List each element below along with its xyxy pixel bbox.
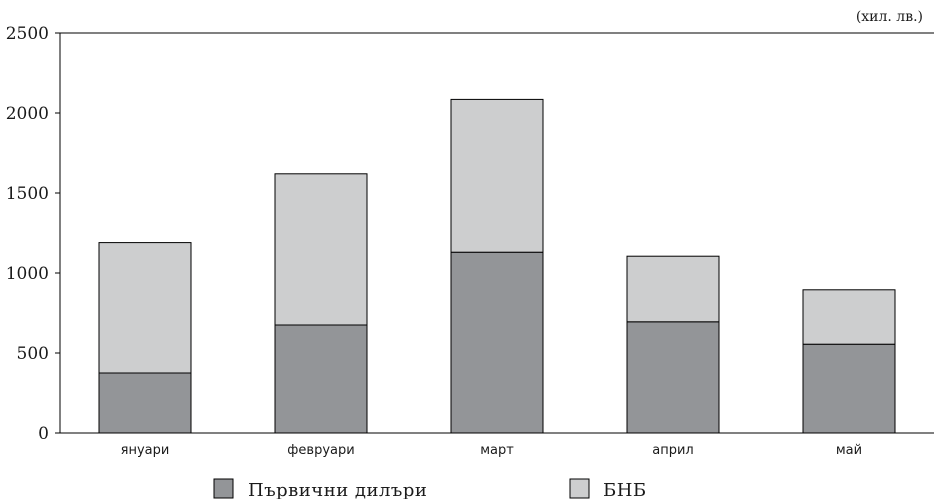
bar-segment-primary-dealers-5	[802, 343, 896, 434]
legend-label-bnb: БНБ	[603, 480, 647, 499]
y-tick-label: 2500	[6, 24, 49, 44]
bar-segment-bnb-1	[98, 242, 192, 374]
bars-group	[98, 98, 896, 434]
x-ticks-group: януари февруари март април май	[121, 443, 862, 458]
y-tick-label: 500	[17, 344, 49, 364]
y-tick-label: 0	[38, 424, 49, 444]
y-tick-label: 1000	[6, 264, 49, 284]
bar-segment-primary-dealers-1	[98, 372, 192, 434]
bar-segment-bnb-3	[450, 98, 544, 253]
bar-segment-bnb-5	[802, 289, 896, 345]
legend-swatch-primary-dealers	[213, 478, 234, 499]
bar-segment-bnb-4	[626, 255, 720, 323]
bar-segment-primary-dealers-4	[626, 321, 720, 434]
x-tick-label: май	[836, 443, 862, 458]
bar-segment-primary-dealers-2	[274, 324, 368, 434]
x-tick-label: април	[652, 443, 693, 458]
unit-label: (хил. лв.)	[856, 9, 923, 25]
y-tick-label: 2000	[6, 104, 49, 124]
x-tick-label: февруари	[287, 443, 354, 458]
axes-group	[59, 32, 934, 434]
y-tick-label: 1500	[6, 184, 49, 204]
legend: Първични дилъри БНБ	[213, 478, 647, 499]
legend-swatch-bnb	[569, 478, 590, 499]
legend-label-primary-dealers: Първични дилъри	[248, 480, 427, 499]
bar-segment-primary-dealers-3	[450, 251, 544, 434]
y-ticks-group: 0 500 1000 1500 2000 2500	[6, 24, 60, 444]
bar-segment-bnb-2	[274, 173, 368, 326]
x-tick-label: януари	[121, 443, 170, 458]
x-tick-label: март	[480, 443, 514, 458]
